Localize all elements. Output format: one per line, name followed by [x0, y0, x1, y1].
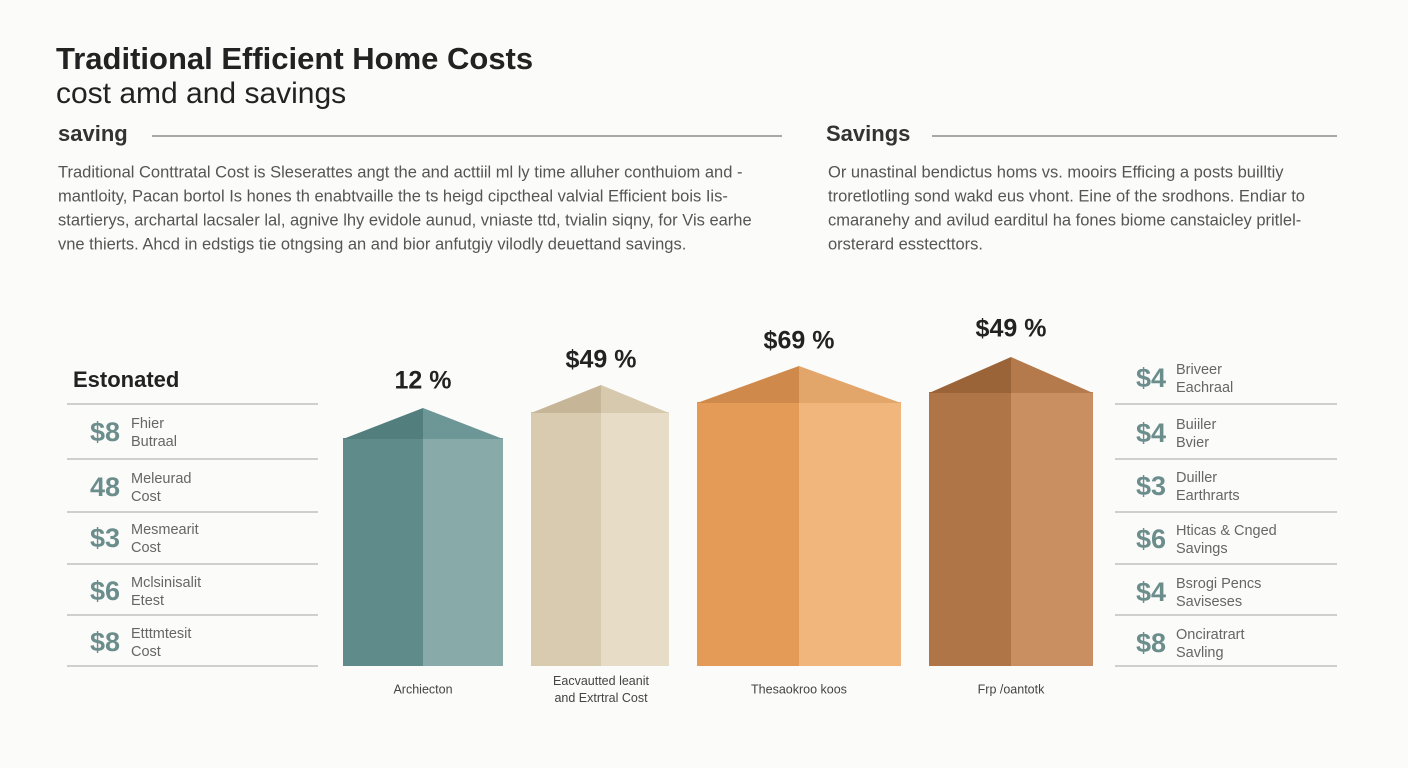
section-heading: saving	[58, 121, 128, 146]
bar-face	[697, 402, 799, 666]
body-text: orsterard esstecttors.	[828, 235, 983, 253]
amount: 48	[90, 472, 120, 502]
item-label: Etttmtesit	[131, 626, 191, 642]
amount: $8	[1136, 628, 1166, 658]
amount: $6	[1136, 524, 1166, 554]
bar-roof	[697, 366, 799, 403]
bar	[531, 385, 669, 666]
bar-face	[531, 412, 601, 666]
bar-caption: Frp /oantotk	[978, 682, 1045, 696]
bar-roof	[1011, 357, 1093, 393]
bar-label: $49 %	[976, 315, 1047, 343]
bar-caption: Eacvautted leanit	[553, 674, 649, 688]
list-heading: Estonated	[73, 367, 179, 392]
item-label: Saviseses	[1176, 594, 1242, 610]
amount: $8	[90, 627, 120, 657]
body-text: cmaranehy and avilud earditul ha fones b…	[828, 211, 1301, 229]
bar-face	[343, 438, 423, 666]
bar-face	[1011, 392, 1093, 666]
bar-caption: Archiecton	[393, 682, 452, 696]
item-label: Mesmearit	[131, 522, 199, 538]
amount: $4	[1136, 363, 1166, 393]
bar-face	[799, 402, 901, 666]
item-label: Cost	[131, 540, 161, 556]
item-label: Savings	[1176, 541, 1228, 557]
body-text: vne thierts. Ahcd in edstigs tie otngsin…	[58, 235, 686, 253]
body-text: Traditional Conttratal Cost is Sleseratt…	[58, 163, 742, 181]
body-text: mantloity, Pacan bortol Is hones th enab…	[58, 187, 728, 205]
item-label: Fhier	[131, 416, 164, 432]
item-label: Cost	[131, 644, 161, 660]
section-heading: Savings	[826, 121, 910, 146]
bar-roof	[343, 408, 423, 439]
item-label: Eachraal	[1176, 380, 1233, 396]
item-label: Onciratrart	[1176, 627, 1245, 643]
bar-label: $69 %	[764, 327, 835, 355]
amount: $3	[90, 523, 120, 553]
amount: $4	[1136, 577, 1166, 607]
item-label: Butraal	[131, 434, 177, 450]
title: Traditional Efficient Home Costs	[56, 41, 533, 76]
bar-label: $49 %	[566, 346, 637, 374]
bar-caption: Thesaokroo koos	[751, 682, 847, 696]
bar-roof	[799, 366, 901, 403]
item-label: Briveer	[1176, 362, 1222, 378]
bar	[343, 408, 503, 666]
bar-roof	[423, 408, 503, 439]
item-label: Duiller	[1176, 470, 1217, 486]
amount: $4	[1136, 418, 1166, 448]
bar-face	[929, 392, 1011, 666]
subtitle: cost amd and savings	[56, 77, 346, 110]
amount: $6	[90, 576, 120, 606]
bar-roof	[929, 357, 1011, 393]
item-label: Cost	[131, 489, 161, 505]
bar-roof	[601, 385, 669, 413]
amount: $3	[1136, 471, 1166, 501]
bar-caption: and Extrtral Cost	[554, 691, 648, 705]
item-label: Savling	[1176, 645, 1224, 661]
body-text: startierys, archartal lacsaler lal, agni…	[58, 211, 752, 229]
body-text: troretlotling sond wakd eus vhont. Eine …	[828, 187, 1305, 205]
item-label: Earthrarts	[1176, 488, 1240, 504]
item-label: Meleurad	[131, 471, 191, 487]
body-text: Or unastinal bendictus homs vs. mooirs E…	[828, 163, 1284, 181]
bar-roof	[531, 385, 601, 413]
item-label: Buiiler	[1176, 417, 1216, 433]
item-label: Etest	[131, 593, 164, 609]
bar-face	[423, 438, 503, 666]
bar-face	[601, 412, 669, 666]
item-label: Bvier	[1176, 435, 1209, 451]
bar	[697, 366, 901, 666]
item-label: Hticas & Cnged	[1176, 523, 1277, 539]
item-label: Mclsinisalit	[131, 575, 201, 591]
amount: $8	[90, 417, 120, 447]
bar	[929, 357, 1093, 666]
bar-label: 12 %	[395, 367, 452, 395]
item-label: Bsrogi Pencs	[1176, 576, 1261, 592]
